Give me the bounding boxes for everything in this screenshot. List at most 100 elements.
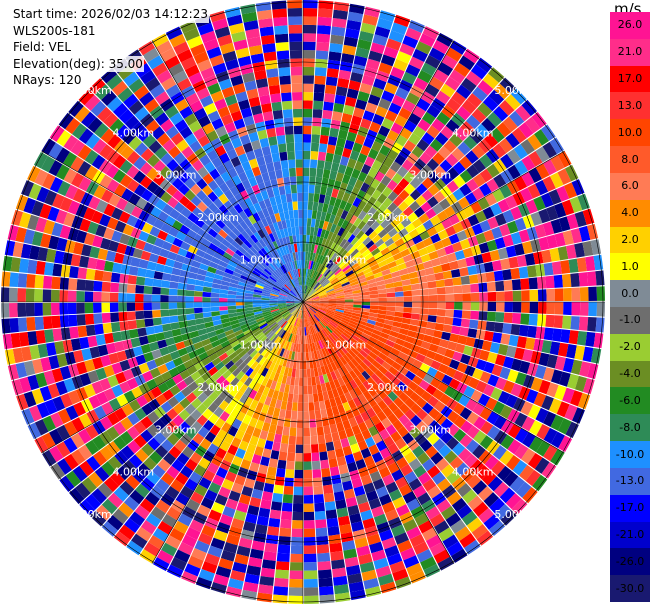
velocity-gate: [326, 288, 335, 293]
velocity-gate: [185, 290, 195, 297]
velocity-gate: [504, 94, 521, 111]
velocity-gate: [266, 188, 275, 199]
velocity-gate: [126, 311, 136, 321]
velocity-gate: [138, 335, 149, 346]
velocity-gate: [262, 289, 272, 294]
velocity-gate: [408, 164, 421, 177]
velocity-gate: [265, 317, 274, 323]
velocity-gate: [71, 123, 87, 140]
velocity-gate: [244, 376, 253, 387]
velocity-gate: [317, 25, 331, 35]
velocity-gate: [94, 122, 109, 139]
velocity-gate: [419, 33, 436, 48]
velocity-gate: [352, 367, 362, 377]
velocity-gate: [253, 308, 262, 313]
velocity-gate: [237, 466, 249, 478]
velocity-gate: [193, 233, 205, 244]
velocity-gate: [282, 202, 289, 212]
ring-label: 4.00km: [452, 466, 494, 479]
velocity-gate: [266, 466, 277, 477]
velocity-gate: [299, 310, 302, 319]
velocity-gate: [186, 498, 201, 512]
velocity-gate: [390, 431, 402, 443]
velocity-gate: [415, 369, 427, 380]
velocity-gate: [420, 91, 435, 105]
velocity-gate: [299, 268, 302, 277]
velocity-gate: [321, 417, 330, 427]
velocity-gate: [478, 242, 490, 254]
velocity-gate: [169, 112, 184, 126]
velocity-gate: [413, 541, 429, 555]
velocity-gate: [271, 0, 287, 10]
velocity-gate: [336, 258, 345, 267]
velocity-gate: [416, 548, 433, 563]
velocity-gate: [238, 200, 249, 211]
velocity-gate: [449, 260, 459, 271]
velocity-gate: [472, 173, 486, 187]
velocity-gate: [292, 252, 297, 261]
velocity-gate: [350, 115, 363, 127]
velocity-gate: [394, 222, 405, 233]
velocity-gate: [189, 471, 203, 484]
velocity-gate: [301, 293, 303, 302]
velocity-gate: [298, 260, 302, 269]
velocity-gate: [473, 254, 484, 265]
velocity-gate: [124, 115, 140, 130]
velocity-gate: [193, 464, 207, 477]
velocity-gate: [348, 417, 358, 428]
velocity-gate: [489, 249, 501, 262]
velocity-gate: [244, 302, 253, 306]
velocity-gate: [362, 267, 372, 275]
velocity-gate: [269, 295, 279, 299]
velocity-gate: [441, 464, 455, 478]
velocity-gate: [355, 325, 365, 333]
velocity-gate: [156, 40, 173, 55]
velocity-gate: [421, 132, 435, 145]
velocity-gate: [323, 282, 332, 289]
velocity-gate: [240, 107, 253, 119]
velocity-gate: [351, 168, 361, 180]
velocity-gate: [261, 295, 270, 299]
velocity-gate: [300, 293, 303, 302]
velocity-gate: [331, 405, 340, 416]
velocity-gate: [219, 459, 232, 471]
velocity-gate: [173, 335, 184, 344]
velocity-gate: [119, 359, 131, 372]
velocity-gate: [326, 345, 333, 355]
velocity-gate: [116, 242, 128, 255]
velocity-gate: [549, 172, 564, 189]
velocity-gate: [472, 368, 484, 380]
velocity-gate: [233, 509, 247, 522]
velocity-gate: [391, 22, 408, 35]
velocity-gate: [85, 493, 102, 510]
velocity-gate: [198, 569, 215, 582]
velocity-gate: [152, 33, 169, 48]
velocity-gate: [477, 486, 494, 502]
velocity-gate: [316, 311, 325, 317]
velocity-gate: [428, 308, 438, 316]
velocity-gate: [336, 295, 345, 299]
velocity-gate: [231, 482, 244, 494]
velocity-gate: [343, 288, 353, 294]
velocity-gate: [321, 266, 328, 275]
velocity-gate: [153, 418, 166, 432]
velocity-gate: [293, 308, 299, 317]
velocity-gate: [359, 361, 369, 371]
velocity-gate: [152, 317, 162, 326]
velocity-gate: [291, 536, 303, 546]
velocity-gate: [346, 131, 357, 143]
velocity-gate: [26, 317, 36, 331]
velocity-gate: [260, 567, 275, 578]
velocity-gate: [219, 514, 233, 526]
velocity-gate: [279, 293, 288, 297]
velocity-gate: [128, 454, 143, 469]
velocity-gate: [323, 315, 332, 322]
velocity-gate: [185, 296, 194, 302]
velocity-gate: [241, 161, 252, 172]
velocity-gate: [287, 367, 293, 377]
velocity-gate: [173, 520, 189, 535]
velocity-gate: [405, 92, 420, 106]
velocity-gate: [181, 571, 198, 584]
velocity-gate: [277, 338, 284, 347]
velocity-gate: [493, 173, 507, 188]
